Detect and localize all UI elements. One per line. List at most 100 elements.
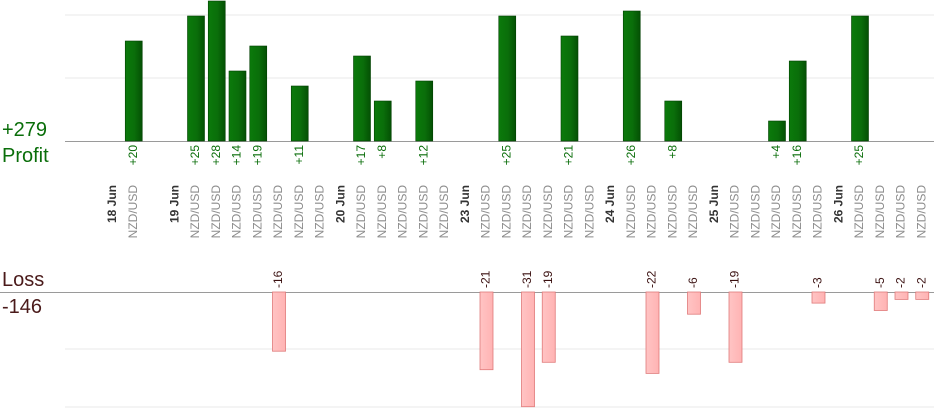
date-label: 26 Jun: [831, 185, 845, 223]
date-label: 23 Jun: [458, 185, 472, 223]
loss-bar: [915, 291, 930, 300]
bar-value-labels: +20 +25 +28 +14 +19 -16 +11 +17 +8 +12 -21 +25 -31 -1…: [126, 145, 929, 288]
profit-bar: [207, 0, 226, 142]
profit-bar: [415, 80, 434, 142]
pair-label: NZD/USD: [665, 185, 679, 239]
loss-label: Loss: [2, 269, 45, 291]
profit-value-label: +26: [624, 145, 638, 166]
profit-value-label: +19: [250, 145, 264, 166]
pair-label: NZD/USD: [894, 185, 908, 239]
profit-bar: [498, 15, 517, 142]
pair-label: NZD/USD: [914, 185, 928, 239]
loss-bar: [645, 291, 660, 374]
pair-label: NZD/USD: [562, 185, 576, 239]
pair-label: NZD/USD: [852, 185, 866, 239]
loss-value-label: -21: [479, 270, 493, 288]
loss-value-label: -16: [271, 270, 285, 288]
profit-bar: [228, 70, 247, 142]
pair-label: NZD/USD: [624, 185, 638, 239]
profit-bar: [249, 45, 268, 142]
profit-value-label: +20: [126, 145, 140, 166]
loss-value-label: -19: [541, 270, 555, 288]
pair-label: NZD/USD: [520, 185, 534, 239]
profit-bar: [187, 15, 205, 142]
category-labels: NZD/USD NZD/USD NZD/USD NZD/USD NZD/USD NZD/U…: [105, 185, 928, 239]
profit-bar: [622, 10, 641, 142]
loss-value-label: -31: [520, 270, 534, 288]
profit-bar: [788, 60, 807, 142]
pair-label: NZD/USD: [479, 185, 493, 239]
profit-value-label: +14: [230, 145, 244, 166]
loss-bar: [873, 291, 888, 311]
date-label: 24 Jun: [603, 185, 617, 223]
profit-bar: [768, 120, 786, 142]
loss-bar: [728, 291, 743, 363]
loss-bar: [272, 291, 286, 352]
loss-bar: [479, 291, 494, 371]
profit-value-label: +21: [562, 145, 576, 166]
loss-bar: [894, 291, 909, 300]
pair-label: NZD/USD: [541, 185, 555, 239]
pair-label: NZD/USD: [230, 185, 244, 239]
profit-value-label: +11: [292, 145, 306, 165]
profit-value-label: +8: [375, 145, 389, 159]
profit-value-label: +8: [665, 145, 679, 159]
profit-value-label: +12: [416, 145, 430, 166]
pair-label: NZD/USD: [686, 185, 700, 239]
pair-label: NZD/USD: [499, 185, 513, 239]
profit-value-label: +16: [790, 145, 804, 166]
profit-bar: [353, 55, 371, 142]
profit-value-label: +28: [209, 145, 223, 166]
loss-bar: [541, 291, 556, 363]
loss-value-label: -6: [686, 277, 700, 288]
date-label: 18 Jun: [105, 185, 119, 223]
date-label: 19 Jun: [167, 185, 181, 223]
pair-label: NZD/USD: [375, 185, 389, 239]
loss-bar: [811, 291, 826, 304]
loss-value-label: -2: [894, 277, 908, 288]
profit-bar: [664, 100, 683, 142]
pair-label: NZD/USD: [313, 185, 327, 239]
loss-value-label: -2: [914, 277, 928, 288]
profit-label: Profit: [2, 145, 49, 167]
pair-label: NZD/USD: [769, 185, 783, 239]
pair-label: NZD/USD: [437, 185, 451, 239]
loss-total: -146: [2, 296, 43, 318]
pair-label: NZD/USD: [271, 185, 285, 239]
pair-label: NZD/USD: [645, 185, 659, 239]
profit-value-label: +25: [188, 145, 202, 166]
loss-value-label: -22: [645, 270, 659, 288]
loss-value-label: -3: [811, 277, 825, 288]
pair-label: NZD/USD: [873, 185, 887, 239]
loss-value-label: -5: [873, 277, 887, 288]
profit-bar: [290, 85, 309, 142]
profit-total: +279: [2, 119, 48, 141]
pair-label: NZD/USD: [728, 185, 742, 239]
profit-value-label: +17: [354, 145, 368, 166]
loss-value-label: -19: [728, 270, 742, 288]
pair-label: NZD/USD: [354, 185, 368, 239]
pair-label: NZD/USD: [416, 185, 430, 239]
loss-bar: [687, 291, 701, 315]
pair-label: NZD/USD: [790, 185, 804, 239]
date-label: 25 Jun: [707, 185, 721, 223]
loss-bar: [521, 291, 535, 408]
pair-label: NZD/USD: [250, 185, 264, 239]
profit-value-label: +25: [499, 145, 513, 166]
pair-label: NZD/USD: [811, 185, 825, 239]
pair-label: NZD/USD: [396, 185, 410, 239]
pair-label: NZD/USD: [209, 185, 223, 239]
pair-label: NZD/USD: [292, 185, 306, 239]
date-label: 20 Jun: [333, 185, 347, 223]
pair-label: NZD/USD: [126, 185, 140, 239]
profit-bar: [851, 15, 869, 142]
pair-label: NZD/USD: [188, 185, 202, 239]
pair-label: NZD/USD: [748, 185, 762, 239]
bars: [124, 0, 930, 408]
profit-bar: [124, 40, 143, 142]
profit-value-label: +25: [852, 145, 866, 166]
profit-bar: [560, 35, 579, 142]
profit-value-label: +4: [769, 145, 783, 159]
pair-label: NZD/USD: [582, 185, 596, 239]
